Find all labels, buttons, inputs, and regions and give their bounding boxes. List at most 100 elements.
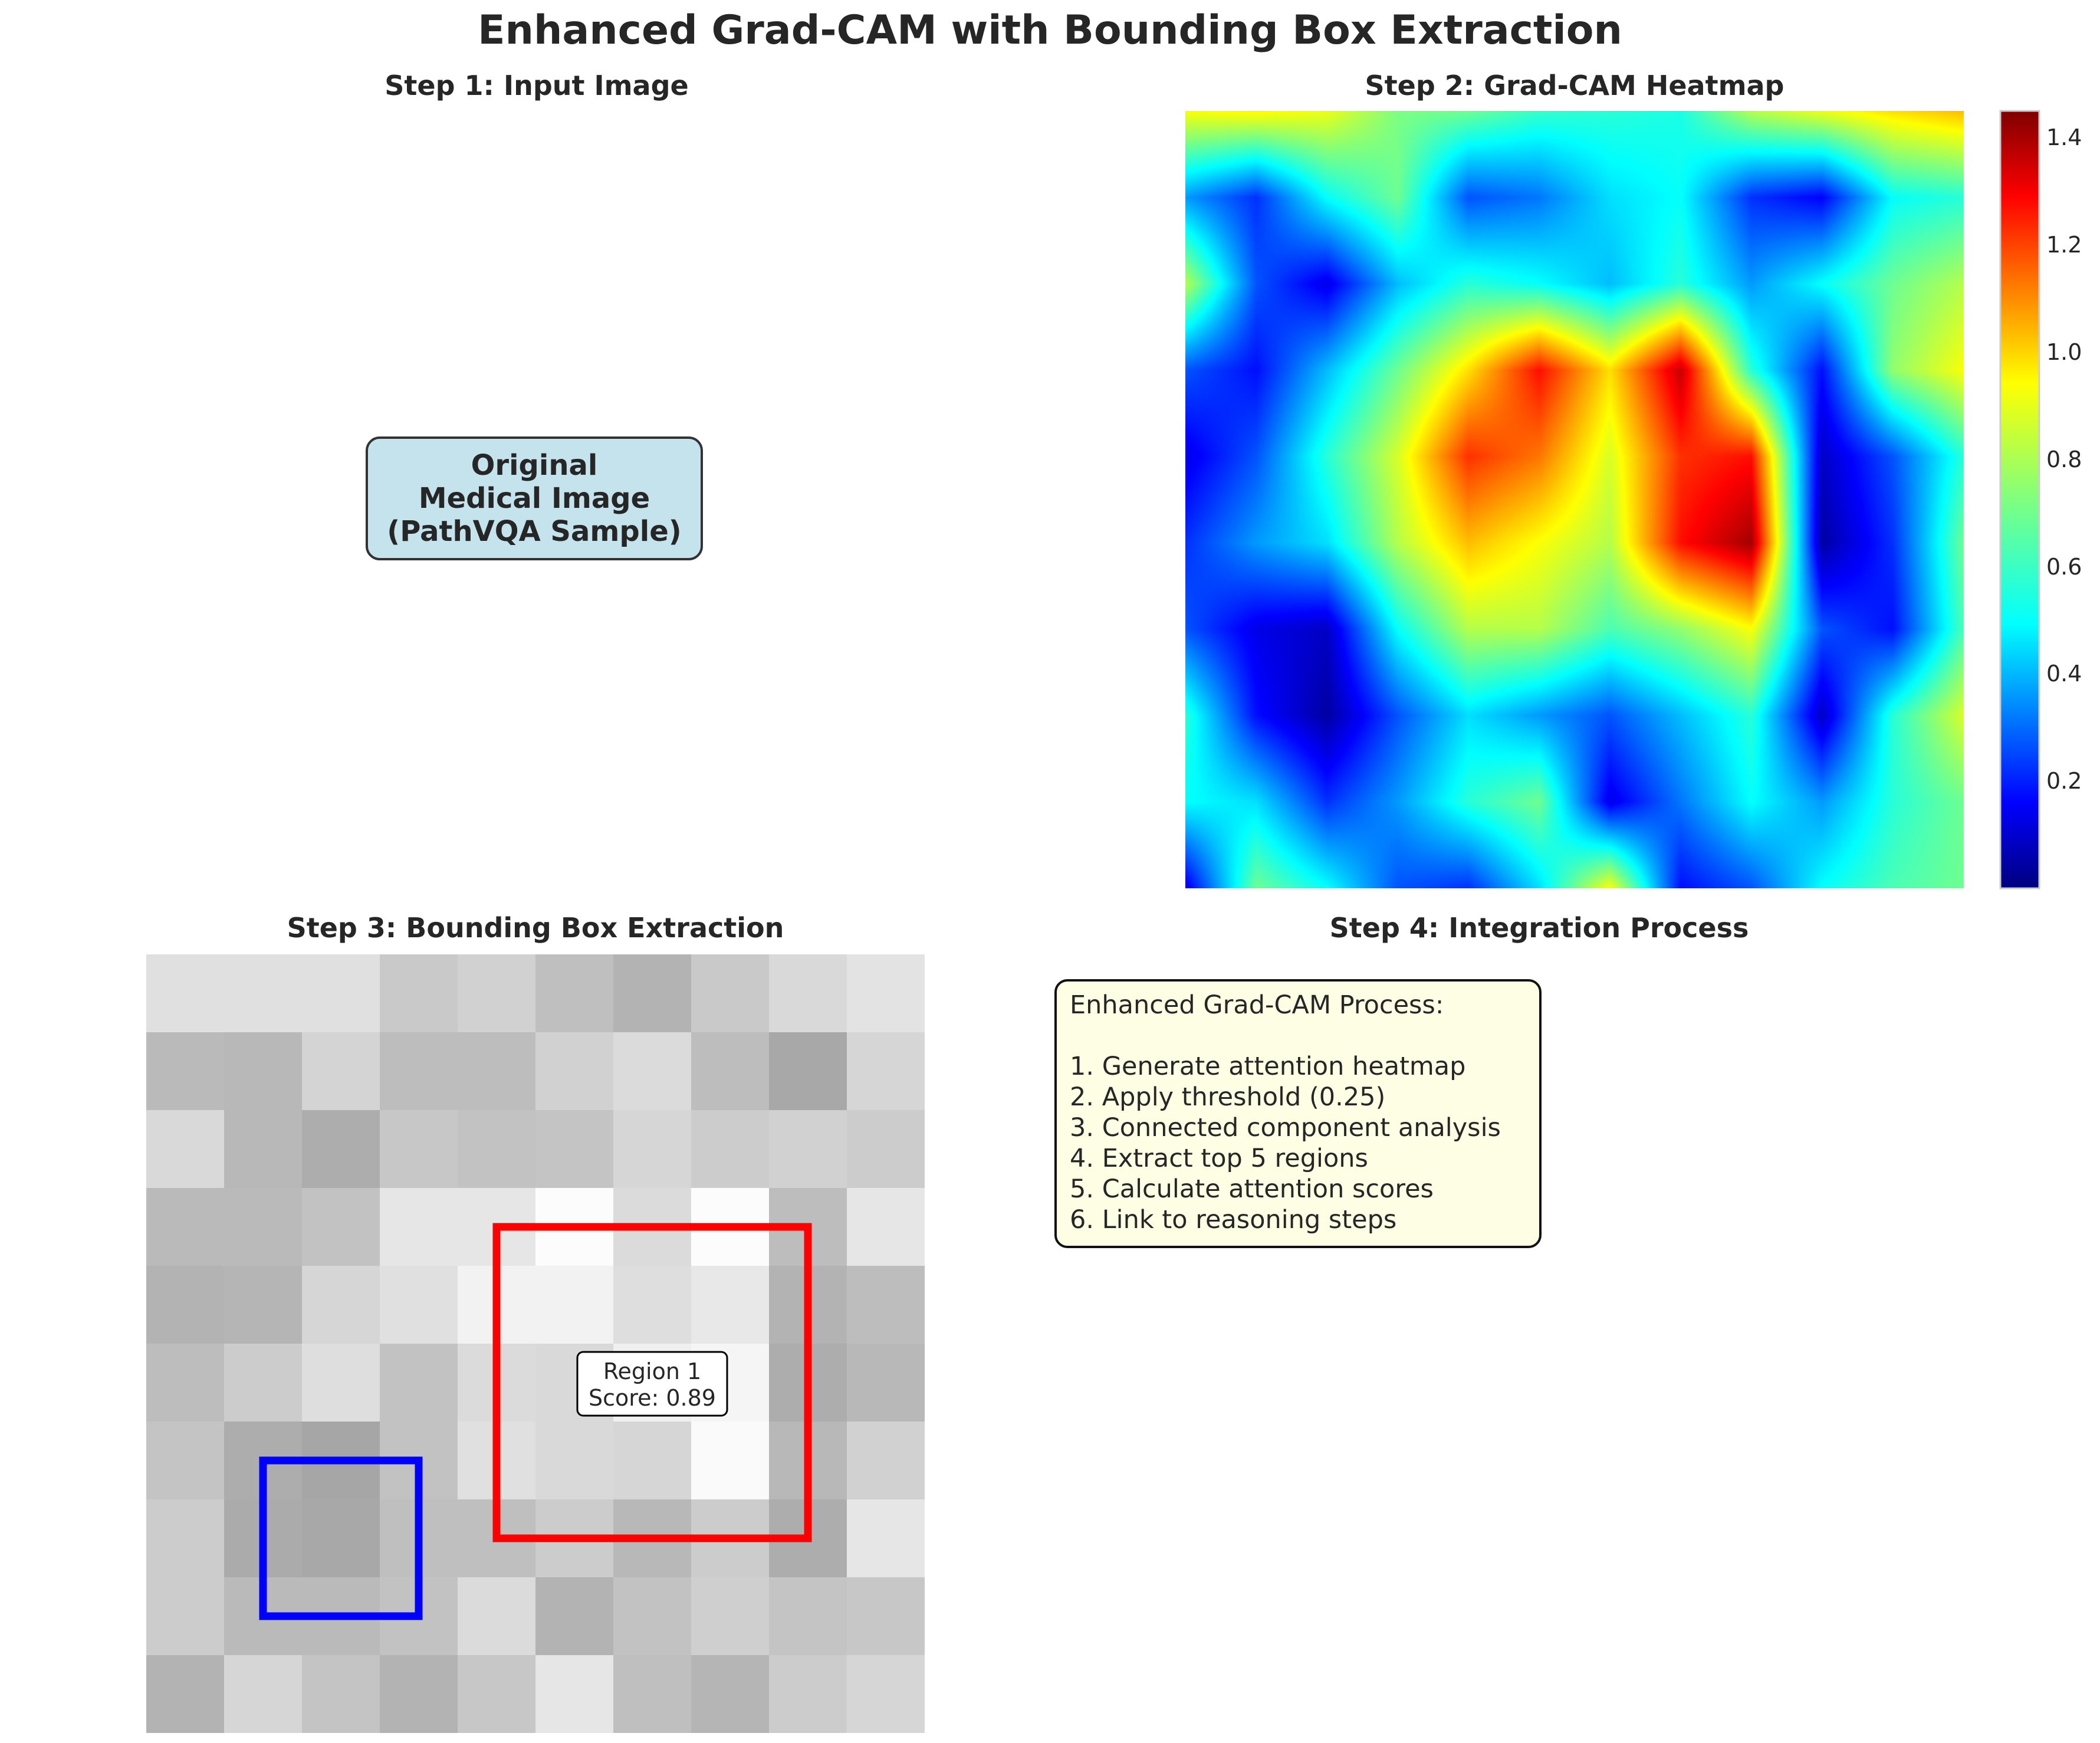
grayscale-cell	[302, 1655, 380, 1733]
grayscale-cell	[691, 1266, 770, 1344]
grayscale-cell	[613, 1032, 692, 1111]
grayscale-cell	[458, 954, 536, 1033]
grayscale-cell	[146, 1577, 225, 1656]
grayscale-cell	[302, 1266, 380, 1344]
grayscale-cell	[224, 1188, 303, 1266]
figure-title: Enhanced Grad-CAM with Bounding Box Extr…	[478, 7, 1622, 54]
grayscale-cell	[380, 1188, 458, 1266]
grayscale-cell	[535, 1032, 614, 1111]
grayscale-cell	[769, 1110, 847, 1189]
process-heading: Enhanced Grad-CAM Process:	[1070, 990, 1444, 1020]
process-step-4: 4. Extract top 5 regions	[1070, 1144, 1368, 1173]
grayscale-cell	[769, 1655, 847, 1733]
grayscale-cell	[847, 1577, 925, 1656]
grayscale-cell	[380, 1655, 458, 1733]
grayscale-cell	[691, 1422, 770, 1500]
grayscale-cell	[613, 954, 692, 1033]
grayscale-cell	[535, 954, 614, 1033]
grayscale-cell	[613, 1110, 692, 1189]
process-step-1: 1. Generate attention heatmap	[1070, 1052, 1466, 1081]
grayscale-cell	[146, 1422, 225, 1500]
gradcam-heatmap	[1185, 111, 1964, 888]
grayscale-cell	[224, 1266, 303, 1344]
colorbar-tick: 1.4	[2046, 124, 2082, 151]
process-blank-line: ​	[1070, 1020, 1526, 1051]
grayscale-cell	[146, 1032, 225, 1111]
grayscale-cell	[691, 1577, 770, 1656]
grayscale-cell	[691, 1032, 770, 1111]
grayscale-cell	[535, 1110, 614, 1189]
grayscale-cell	[380, 1032, 458, 1111]
grayscale-cell	[458, 1655, 536, 1733]
grayscale-cell	[224, 1344, 303, 1422]
grayscale-cell	[380, 1110, 458, 1189]
step4-title: Step 4: Integration Process	[1329, 912, 1749, 944]
input-image-placeholder: Original Medical Image (PathVQA Sample)	[366, 436, 703, 560]
input-box-line-3: (PathVQA Sample)	[387, 515, 682, 548]
colorbar	[1999, 110, 2040, 889]
grayscale-cell	[146, 1499, 225, 1578]
grayscale-cell	[146, 1655, 225, 1733]
colorbar-tick: 0.2	[2046, 768, 2082, 795]
grayscale-cell	[224, 1655, 303, 1733]
process-step-2: 2. Apply threshold (0.25)	[1070, 1082, 1386, 1112]
grayscale-cell	[458, 1577, 536, 1656]
grayscale-cell	[146, 1188, 225, 1266]
region-label-name: Region 1	[603, 1358, 701, 1384]
colorbar-tick: 0.4	[2046, 661, 2082, 687]
process-step-3: 3. Connected component analysis	[1070, 1113, 1501, 1143]
grayscale-cell	[769, 1577, 847, 1656]
grayscale-cell	[847, 954, 925, 1033]
grayscale-cell	[302, 1032, 380, 1111]
grayscale-cell	[146, 954, 225, 1033]
grayscale-cell	[302, 1110, 380, 1189]
grayscale-cell	[146, 1344, 225, 1422]
grayscale-cell	[535, 1655, 614, 1733]
grayscale-cell	[302, 1344, 380, 1422]
grayscale-cell	[380, 1344, 458, 1422]
grayscale-cell	[146, 1266, 225, 1344]
grayscale-cell	[380, 1266, 458, 1344]
colorbar-tick: 1.0	[2046, 339, 2082, 366]
grayscale-cell	[224, 954, 303, 1033]
step1-title: Step 1: Input Image	[384, 70, 689, 101]
grayscale-cell	[847, 1344, 925, 1422]
region-2-bounding-box	[259, 1456, 423, 1620]
grayscale-cell	[380, 954, 458, 1033]
grayscale-cell	[847, 1499, 925, 1578]
grayscale-cell	[302, 954, 380, 1033]
grayscale-cell	[613, 1655, 692, 1733]
grayscale-cell	[535, 1422, 614, 1500]
region-1-label: Region 1 Score: 0.89	[576, 1351, 728, 1417]
colorbar-tick: 0.8	[2046, 446, 2082, 472]
grayscale-cell	[146, 1110, 225, 1189]
grayscale-cell	[847, 1266, 925, 1344]
process-step-6: 6. Link to reasoning steps	[1070, 1205, 1397, 1235]
grayscale-cell	[691, 1655, 770, 1733]
grayscale-cell	[224, 1110, 303, 1189]
grayscale-cell	[535, 1577, 614, 1656]
grayscale-cell	[769, 1032, 847, 1111]
region-label-box	[576, 1351, 728, 1417]
colorbar-gradient	[1999, 110, 2040, 889]
grayscale-cell	[847, 1110, 925, 1189]
step2-title: Step 2: Grad-CAM Heatmap	[1365, 70, 1784, 101]
grayscale-cell	[613, 1266, 692, 1344]
grayscale-cell	[847, 1655, 925, 1733]
grayscale-cell	[847, 1032, 925, 1111]
process-description-box: Enhanced Grad-CAM Process: ​ 1. Generate…	[1054, 979, 1542, 1248]
grayscale-cell	[302, 1499, 380, 1578]
grayscale-cell	[535, 1266, 614, 1344]
grayscale-cell	[224, 1032, 303, 1111]
colorbar-tick: 1.2	[2046, 232, 2082, 258]
bounding-box-panel: Region 1 Score: 0.89	[146, 954, 925, 1733]
grayscale-cell	[847, 1422, 925, 1500]
grayscale-grid	[146, 954, 925, 1733]
region-label-score: Score: 0.89	[589, 1385, 716, 1411]
grayscale-cell	[691, 954, 770, 1033]
grayscale-cell	[613, 1422, 692, 1500]
step3-title: Step 3: Bounding Box Extraction	[287, 912, 784, 944]
grayscale-cell	[847, 1188, 925, 1266]
grayscale-cell	[769, 954, 847, 1033]
input-box-line-2: Medical Image	[418, 482, 650, 515]
